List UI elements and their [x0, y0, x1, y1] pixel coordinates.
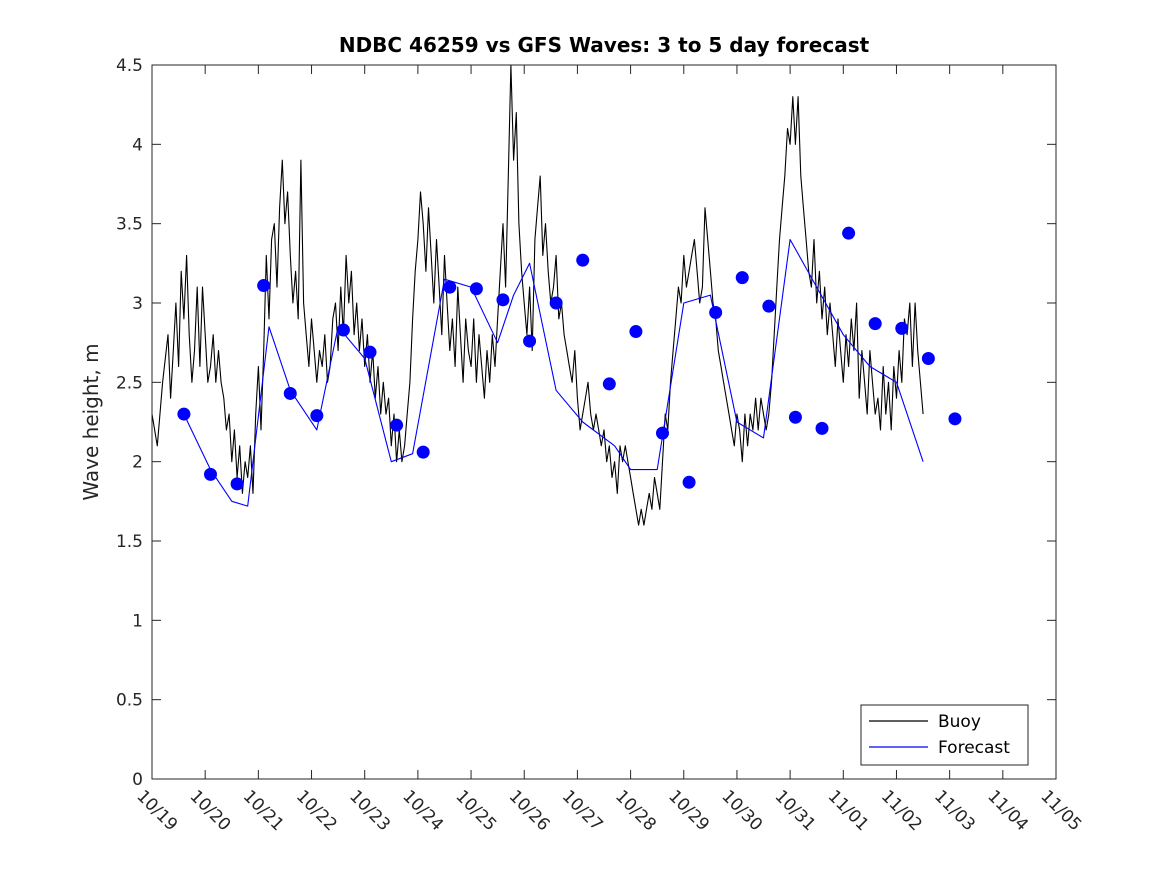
- forecast-marker: [815, 421, 829, 435]
- series-line-buoy: [151, 64, 924, 526]
- forecast-marker: [310, 409, 324, 423]
- y-tick-label: 0.5: [116, 691, 143, 711]
- forecast-marker: [416, 445, 430, 459]
- legend-forecast-label: Forecast: [938, 738, 1010, 758]
- y-axis: 0 0.5 1 1.5 2 2.5 3 3.5 4 4.5: [116, 56, 1056, 790]
- y-tick-label: 1.5: [116, 532, 143, 552]
- plot-frame: [151, 64, 1057, 780]
- forecast-markers: [177, 226, 962, 491]
- forecast-marker: [948, 412, 962, 426]
- legend: Buoy Forecast: [860, 704, 1029, 766]
- y-tick-label: 2: [132, 453, 143, 473]
- forecast-marker: [655, 426, 669, 440]
- plot-background: [152, 65, 1056, 779]
- forecast-marker: [576, 253, 590, 267]
- legend-box: [860, 704, 1029, 766]
- forecast-marker: [257, 279, 271, 293]
- forecast-marker: [842, 226, 856, 240]
- forecast-marker: [230, 477, 244, 491]
- chart-title: NDBC 46259 vs GFS Waves: 3 to 5 day fore…: [339, 33, 870, 57]
- forecast-marker: [390, 418, 404, 432]
- y-tick-label: 2.5: [116, 373, 143, 393]
- legend-buoy-label: Buoy: [938, 712, 981, 732]
- forecast-marker: [363, 345, 377, 359]
- y-tick-label: 4: [132, 135, 143, 155]
- forecast-marker: [283, 386, 297, 400]
- forecast-marker: [762, 299, 776, 313]
- forecast-marker: [549, 296, 563, 310]
- y-tick-label: 4.5: [116, 56, 143, 76]
- forecast-marker: [709, 306, 723, 320]
- forecast-marker: [203, 467, 217, 481]
- forecast-marker: [788, 410, 802, 424]
- forecast-marker: [921, 352, 935, 366]
- forecast-marker: [735, 271, 749, 285]
- forecast-marker: [496, 293, 510, 307]
- forecast-marker: [895, 321, 909, 335]
- forecast-marker: [868, 317, 882, 331]
- forecast-marker: [523, 334, 537, 348]
- y-axis-title: Wave height, m: [79, 343, 103, 500]
- forecast-marker: [443, 280, 457, 294]
- y-tick-label: 0: [132, 770, 143, 790]
- y-tick-label: 3: [132, 294, 143, 314]
- forecast-marker: [682, 475, 696, 489]
- forecast-marker: [469, 282, 483, 296]
- forecast-marker: [629, 325, 643, 339]
- y-tick-label: 1: [132, 611, 143, 631]
- forecast-marker: [602, 377, 616, 391]
- forecast-marker: [336, 323, 350, 337]
- y-tick-label: 3.5: [116, 215, 143, 235]
- forecast-marker: [177, 407, 191, 421]
